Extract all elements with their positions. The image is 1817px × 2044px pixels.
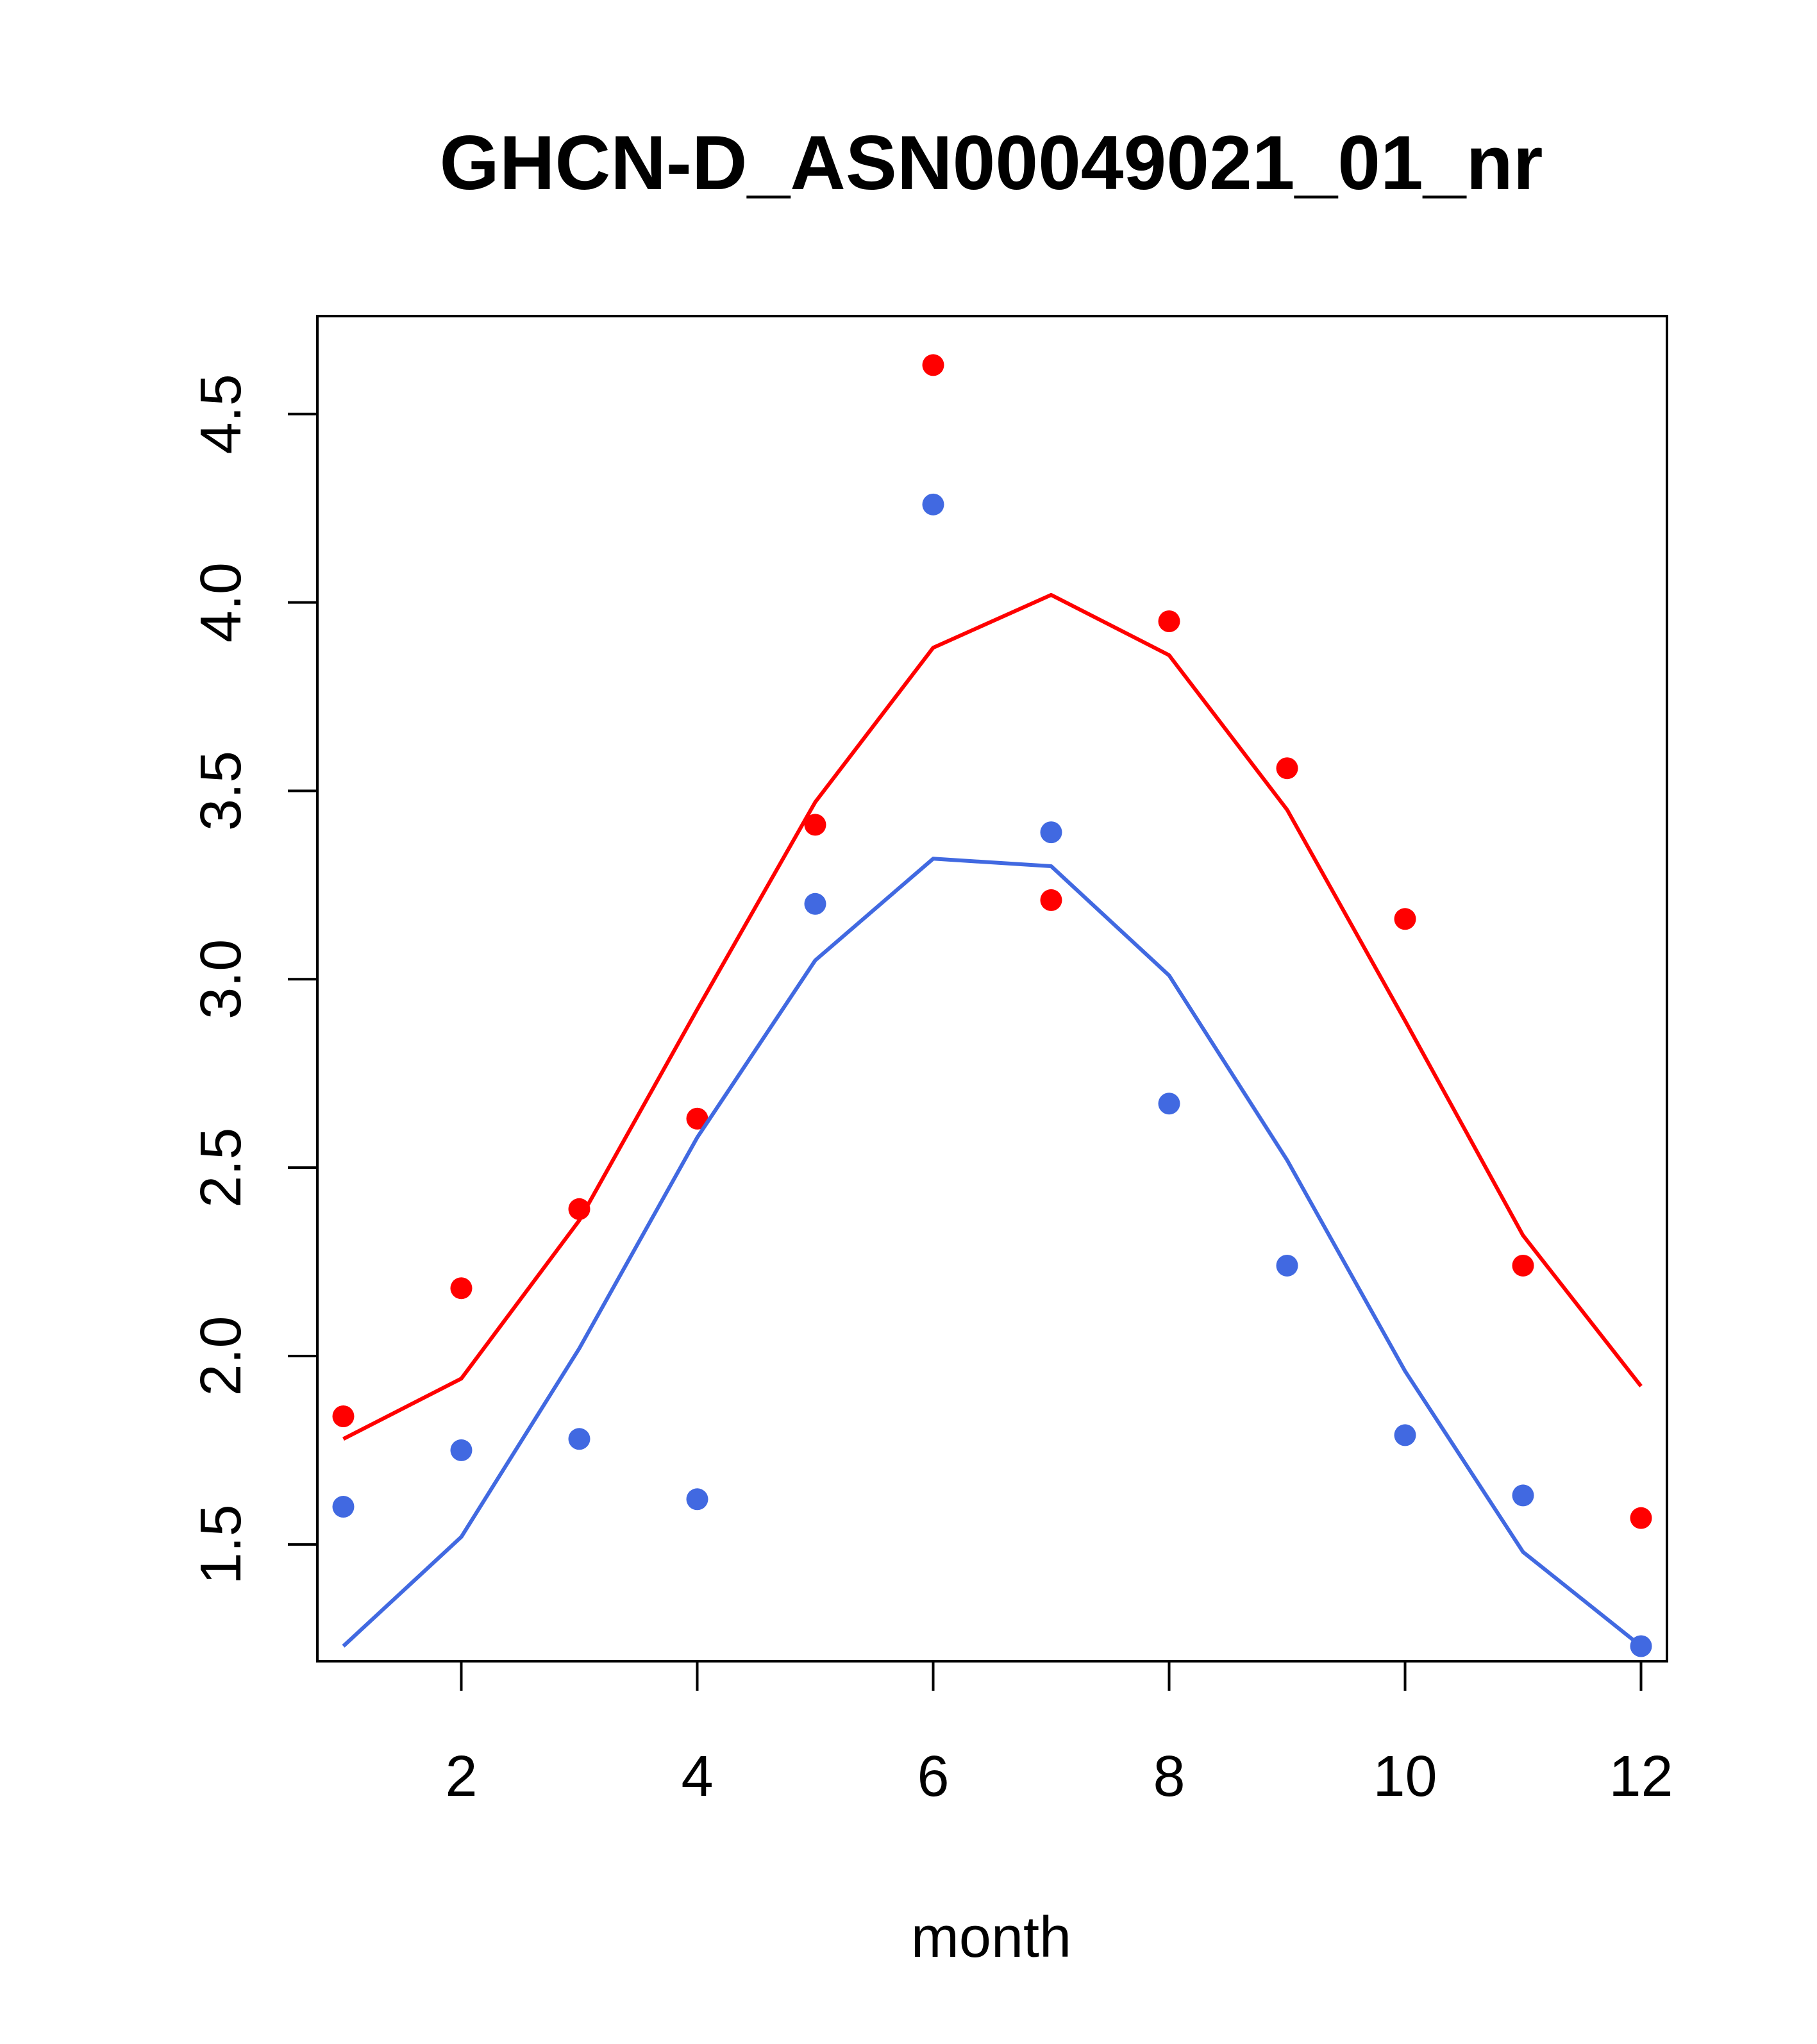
data-point [686,1488,708,1511]
plot-frame [316,315,1668,1663]
data-point [1276,757,1298,780]
data-point [568,1428,590,1450]
y-tick-label: 2.5 [189,1128,253,1208]
series-line [342,592,1643,1441]
chart-title: GHCN-D_ASN00049021_01_nr [440,120,1543,206]
data-point [1630,1507,1652,1529]
y-tick-label: 4.0 [189,562,253,642]
x-axis-label: month [911,1906,1071,1970]
data-point [1394,908,1416,930]
data-point [1158,1093,1180,1115]
x-tick-label: 4 [681,1745,713,1809]
data-point [1040,889,1062,911]
data-point [1158,610,1180,633]
series-line [342,857,1643,1648]
x-tick-label: 2 [445,1745,477,1809]
y-tick-label: 4.5 [189,374,253,454]
x-axis: 2 4 6 8 10 12 [445,1661,1673,1809]
x-tick-label: 10 [1373,1745,1437,1809]
series-layer [332,354,1652,1657]
data-point [804,892,826,915]
data-point [922,493,944,515]
y-tick-label: 3.0 [189,939,253,1019]
data-point [922,354,944,376]
series-0 [332,354,1652,1529]
y-tick-label: 2.0 [189,1316,253,1396]
data-point [1512,1254,1534,1277]
data-point [1276,1254,1298,1277]
series-1 [332,493,1652,1657]
x-tick-label: 12 [1609,1745,1673,1809]
data-point [450,1277,473,1300]
y-tick-label: 1.5 [189,1504,253,1584]
data-point [332,1405,355,1428]
data-point [804,814,826,836]
data-point [568,1198,590,1220]
data-point [1394,1424,1416,1446]
x-tick-label: 8 [1153,1745,1185,1809]
x-tick-label: 6 [917,1745,949,1809]
data-point [450,1439,473,1461]
data-point [686,1107,708,1130]
y-tick-label: 3.5 [189,751,253,831]
y-axis: 1.5 2.0 2.5 3.0 3.5 4.0 4.5 [189,374,317,1584]
data-point [1630,1635,1652,1657]
data-point [1040,821,1062,844]
data-point [332,1496,355,1518]
data-point [1512,1484,1534,1507]
